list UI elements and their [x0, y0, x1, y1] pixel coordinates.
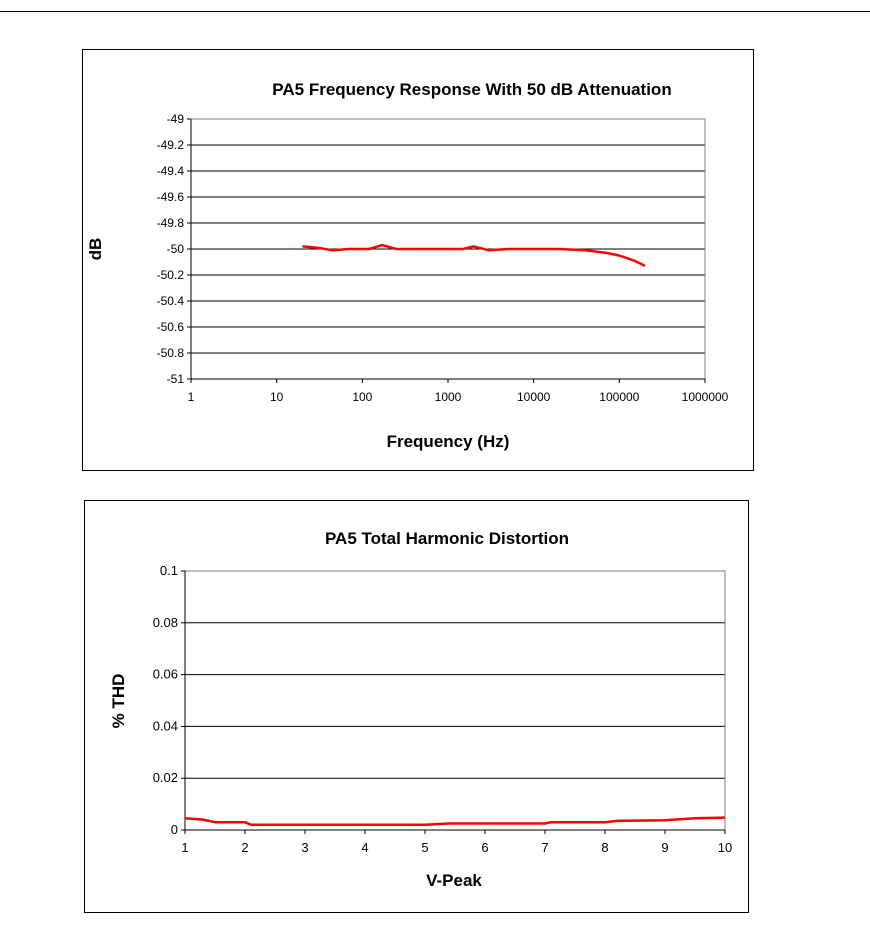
y-tick-label: -50.4: [157, 294, 185, 308]
y-axis-label: dB: [86, 238, 105, 261]
y-tick-label: -50: [167, 242, 185, 256]
frequency-response-plot: PA5 Frequency Response With 50 dB Attenu…: [86, 80, 729, 451]
x-axis-label: V-Peak: [426, 871, 482, 890]
y-tick-label: 0.04: [153, 718, 178, 733]
x-tick-label: 7: [541, 840, 548, 855]
y-tick-label: -50.2: [157, 268, 185, 282]
thd-chart: PA5 Total Harmonic Distortion 0.1 0.08 0.0…: [84, 500, 749, 913]
x-tick-label: 100: [352, 390, 372, 404]
x-tick-label: 1: [181, 840, 188, 855]
x-tick-label: 6: [481, 840, 488, 855]
x-tick-label: 2: [241, 840, 248, 855]
y-tick-label: 0.08: [153, 615, 178, 630]
x-tick-label: 1000000: [682, 390, 729, 404]
y-tick-label: 0.1: [160, 563, 178, 578]
y-tick-label: -49.2: [157, 138, 185, 152]
y-axis-label: % THD: [109, 674, 128, 729]
y-tick-label: -49.6: [157, 190, 185, 204]
chart-title: PA5 Frequency Response With 50 dB Attenu…: [272, 80, 671, 99]
x-tick-label: 8: [601, 840, 608, 855]
page-top-rule: [0, 11, 870, 12]
series-line: [302, 243, 646, 268]
x-tick-label: 100000: [599, 390, 639, 404]
x-axis-label: Frequency (Hz): [387, 432, 510, 451]
series-line: [184, 816, 726, 827]
x-tick-label: 10000: [517, 390, 551, 404]
y-tick-label: 0.06: [153, 667, 178, 682]
y-tick-label: -49.4: [157, 164, 185, 178]
plot-area-border: [184, 570, 726, 831]
thd-plot: PA5 Total Harmonic Distortion 0.1 0.08 0.0…: [109, 529, 732, 890]
y-tick-label: 0: [171, 822, 178, 837]
y-tick-label: -49.8: [157, 216, 185, 230]
x-tick-label: 9: [661, 840, 668, 855]
x-tick-label: 10: [270, 390, 284, 404]
y-tick-label: -50.8: [157, 346, 185, 360]
x-tick-label: 1: [188, 390, 195, 404]
y-tick-label: 0.02: [153, 770, 178, 785]
x-tick-label: 1000: [435, 390, 462, 404]
y-tick-label: -50.6: [157, 320, 185, 334]
chart-title: PA5 Total Harmonic Distortion: [325, 529, 569, 548]
x-tick-label: 10: [718, 840, 732, 855]
frequency-response-chart: PA5 Frequency Response With 50 dB Attenu…: [82, 49, 754, 471]
y-tick-label: -51: [167, 372, 185, 386]
x-tick-label: 5: [421, 840, 428, 855]
x-tick-label: 3: [301, 840, 308, 855]
y-tick-label: -49: [167, 112, 185, 126]
x-tick-label: 4: [361, 840, 368, 855]
